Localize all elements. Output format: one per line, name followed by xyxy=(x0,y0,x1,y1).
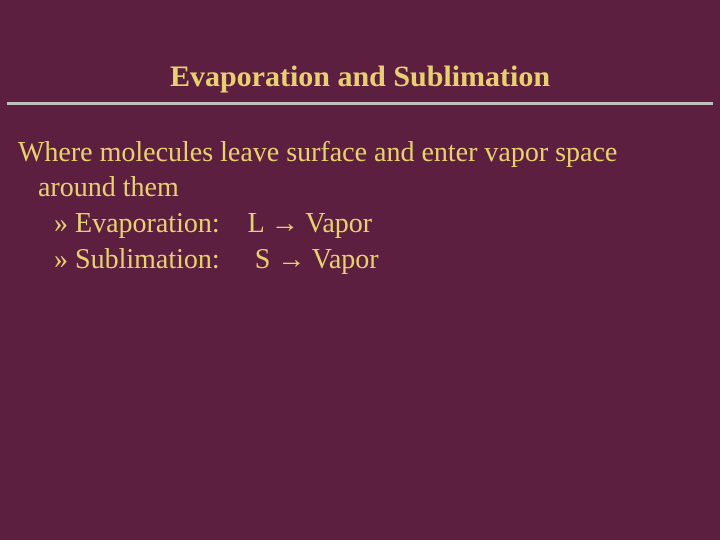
arrow-icon: → xyxy=(277,243,305,274)
arrow-icon: → xyxy=(271,207,299,238)
slide-container: Evaporation and Sublimation Where molecu… xyxy=(0,0,720,540)
list-item: » Sublimation: S → Vapor xyxy=(10,241,710,277)
main-text-line2: around them xyxy=(10,170,710,205)
main-text-line1: Where molecules leave surface and enter … xyxy=(10,135,710,170)
item-from: S xyxy=(255,244,271,275)
item-to: Vapor xyxy=(305,208,372,239)
slide-body: Where molecules leave surface and enter … xyxy=(0,105,720,277)
item-label: Evaporation: xyxy=(75,208,220,239)
item-to: Vapor xyxy=(312,244,379,275)
item-label: Sublimation: xyxy=(75,244,220,275)
item-from: L xyxy=(248,208,264,239)
slide-title: Evaporation and Sublimation xyxy=(0,0,720,102)
bullet-icon: » xyxy=(54,244,68,275)
list-item: » Evaporation: L → Vapor xyxy=(10,205,710,241)
bullet-icon: » xyxy=(54,208,68,239)
